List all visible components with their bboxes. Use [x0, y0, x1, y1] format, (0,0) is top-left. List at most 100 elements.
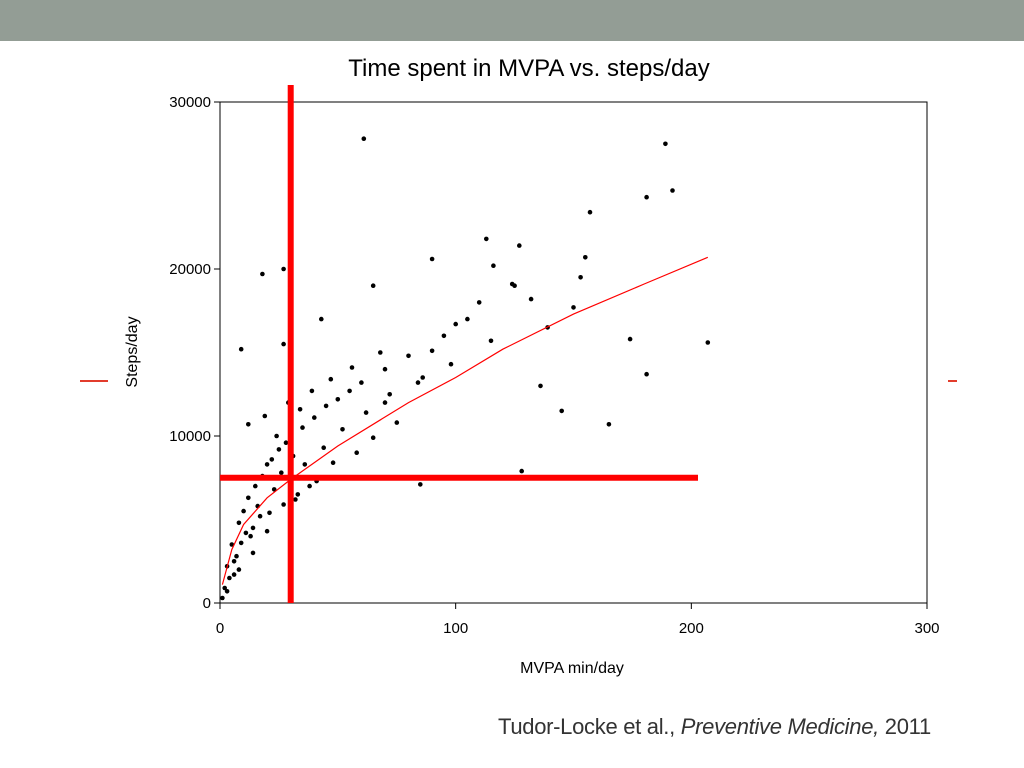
data-point	[243, 530, 249, 536]
data-point	[297, 407, 303, 412]
data-point	[354, 450, 360, 456]
y-axis: 0 10000 20000 30000	[169, 94, 220, 612]
data-point	[512, 283, 517, 289]
data-point	[476, 300, 482, 305]
data-point	[231, 572, 237, 577]
data-point	[670, 188, 675, 193]
data-point	[382, 400, 388, 405]
data-point	[264, 462, 270, 467]
x-axis-title: MVPA min/day	[520, 660, 624, 677]
data-point	[519, 468, 524, 474]
data-point	[250, 550, 256, 556]
slide-header-bar	[0, 0, 1024, 41]
data-point	[222, 585, 227, 591]
y-tick-label: 20000	[169, 261, 211, 278]
data-point	[517, 243, 522, 248]
citation: Tudor-Locke et al., Preventive Medicine,…	[498, 714, 931, 740]
x-tick-label: 0	[216, 620, 224, 637]
data-point	[387, 392, 393, 397]
citation-year: 2011	[884, 714, 931, 739]
data-point	[250, 525, 256, 531]
data-point	[281, 266, 286, 272]
data-point	[262, 413, 268, 419]
data-point	[227, 575, 232, 581]
y-tick-label: 0	[203, 595, 211, 612]
data-point	[295, 492, 301, 497]
data-point	[394, 420, 400, 425]
data-point	[429, 348, 435, 354]
data-point	[363, 410, 369, 415]
data-point	[276, 447, 282, 452]
data-point	[224, 589, 230, 594]
data-point	[606, 422, 612, 427]
x-tick-label: 300	[914, 620, 939, 637]
citation-journal: Preventive Medicine,	[680, 714, 880, 739]
data-point	[307, 483, 312, 489]
data-point	[453, 321, 459, 327]
reference-lines	[220, 85, 698, 603]
data-point	[241, 508, 246, 514]
data-point	[340, 427, 345, 432]
data-point	[488, 338, 494, 344]
data-point	[274, 433, 279, 439]
data-point	[264, 528, 270, 534]
data-point	[330, 460, 336, 466]
data-point	[238, 540, 244, 546]
fit-curve-layer	[221, 256, 709, 585]
data-point	[378, 350, 383, 355]
data-point	[370, 435, 376, 441]
chart-title: Time spent in MVPA vs. steps/day	[348, 55, 709, 82]
data-point	[321, 445, 327, 451]
data-point	[465, 316, 470, 322]
data-point	[312, 415, 317, 420]
data-point	[335, 397, 341, 402]
data-point	[246, 495, 251, 501]
plot-frame	[219, 101, 928, 604]
data-point	[587, 209, 593, 215]
data-point	[644, 371, 649, 377]
data-point	[328, 376, 334, 382]
data-point	[538, 383, 543, 389]
data-point	[644, 194, 649, 200]
scatter-chart: Time spent in MVPA vs. steps/day 0 10000 2…	[124, 55, 940, 677]
data-point	[267, 510, 272, 516]
data-point	[300, 425, 305, 430]
y-axis-title: Steps/day	[124, 316, 141, 387]
data-point	[705, 340, 711, 345]
data-point	[448, 361, 454, 367]
data-point	[382, 366, 388, 372]
data-point	[370, 283, 376, 289]
data-point	[236, 520, 242, 526]
data-point	[663, 141, 668, 147]
data-point	[279, 470, 284, 476]
data-point	[253, 483, 258, 489]
data-point	[257, 513, 263, 519]
data-point	[238, 346, 244, 352]
citation-authors: Tudor-Locke et al.,	[498, 714, 675, 739]
data-point	[359, 380, 364, 385]
data-point	[220, 595, 225, 601]
y-tick-label: 10000	[169, 428, 211, 445]
data-point	[236, 567, 242, 572]
x-tick-label: 100	[443, 620, 468, 637]
data-point	[491, 263, 496, 269]
y-tick-label: 30000	[169, 94, 211, 111]
data-point	[347, 388, 352, 394]
x-tick-label: 200	[679, 620, 704, 637]
data-point	[281, 341, 286, 347]
data-point	[269, 457, 275, 462]
data-point	[260, 271, 265, 277]
data-point	[229, 542, 235, 547]
data-point	[248, 533, 253, 539]
data-point	[231, 559, 237, 564]
data-point	[293, 497, 298, 502]
data-point	[319, 316, 324, 322]
data-point	[302, 462, 308, 467]
data-point	[281, 502, 286, 507]
data-point	[234, 553, 239, 559]
data-point	[583, 254, 588, 260]
fit-curve	[221, 256, 709, 585]
data-point	[309, 388, 315, 394]
data-point	[349, 365, 355, 370]
data-point	[571, 305, 576, 310]
